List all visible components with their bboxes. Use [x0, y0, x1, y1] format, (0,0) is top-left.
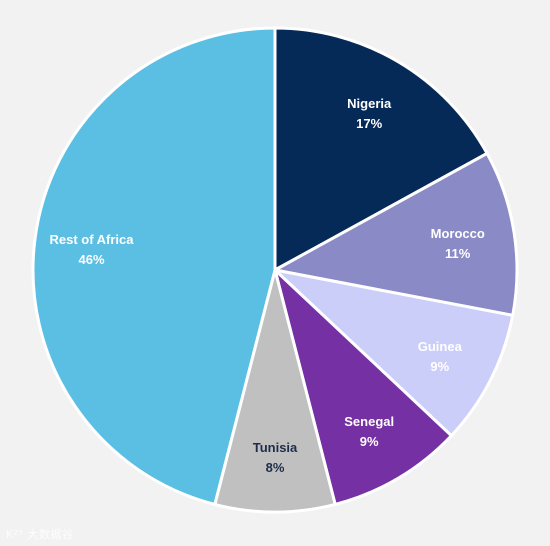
pie-slice-morocco — [270, 151, 519, 318]
pie-slices — [31, 26, 519, 514]
slice-value-morocco: 11% — [445, 246, 471, 261]
pie-slice-tunisia — [212, 269, 338, 514]
slice-value-tunisia: 8% — [266, 460, 285, 475]
slice-value-senegal: 9% — [360, 434, 379, 449]
watermark-logo: K²⁵ 大数据谷 — [6, 528, 74, 541]
slice-label-rest-of-africa: Rest of Africa — [49, 232, 134, 247]
pie-labels: Nigeria 17% Morocco 11% Guinea 9% Senegal 9% Tun… — [49, 96, 484, 475]
slice-label-senegal: Senegal — [344, 414, 394, 429]
slice-label-guinea: Guinea — [418, 339, 463, 354]
slice-value-guinea: 9% — [430, 359, 449, 374]
slice-value-nigeria: 17% — [356, 116, 382, 131]
slice-value-rest-of-africa: 46% — [78, 252, 104, 267]
pie-slice-rest-of-africa — [31, 26, 277, 507]
pie-slice-nigeria — [273, 26, 490, 273]
slice-label-morocco: Morocco — [431, 226, 485, 241]
pie-slice-senegal — [272, 265, 454, 507]
slice-label-tunisia: Tunisia — [253, 440, 298, 455]
pie-slice-guinea — [270, 267, 515, 438]
slice-label-nigeria: Nigeria — [347, 96, 392, 111]
